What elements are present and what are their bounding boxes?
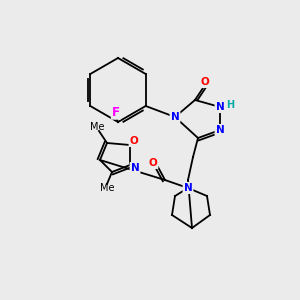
Text: N: N <box>130 163 140 173</box>
Text: Me: Me <box>100 183 114 193</box>
Text: N: N <box>216 125 224 135</box>
Text: N: N <box>184 183 192 193</box>
Text: H: H <box>226 100 234 110</box>
Text: O: O <box>148 158 158 168</box>
Text: N: N <box>216 102 224 112</box>
Text: N: N <box>171 112 179 122</box>
Text: O: O <box>201 77 209 87</box>
Text: F: F <box>112 106 120 118</box>
Text: Me: Me <box>90 122 104 132</box>
Text: O: O <box>130 136 138 146</box>
